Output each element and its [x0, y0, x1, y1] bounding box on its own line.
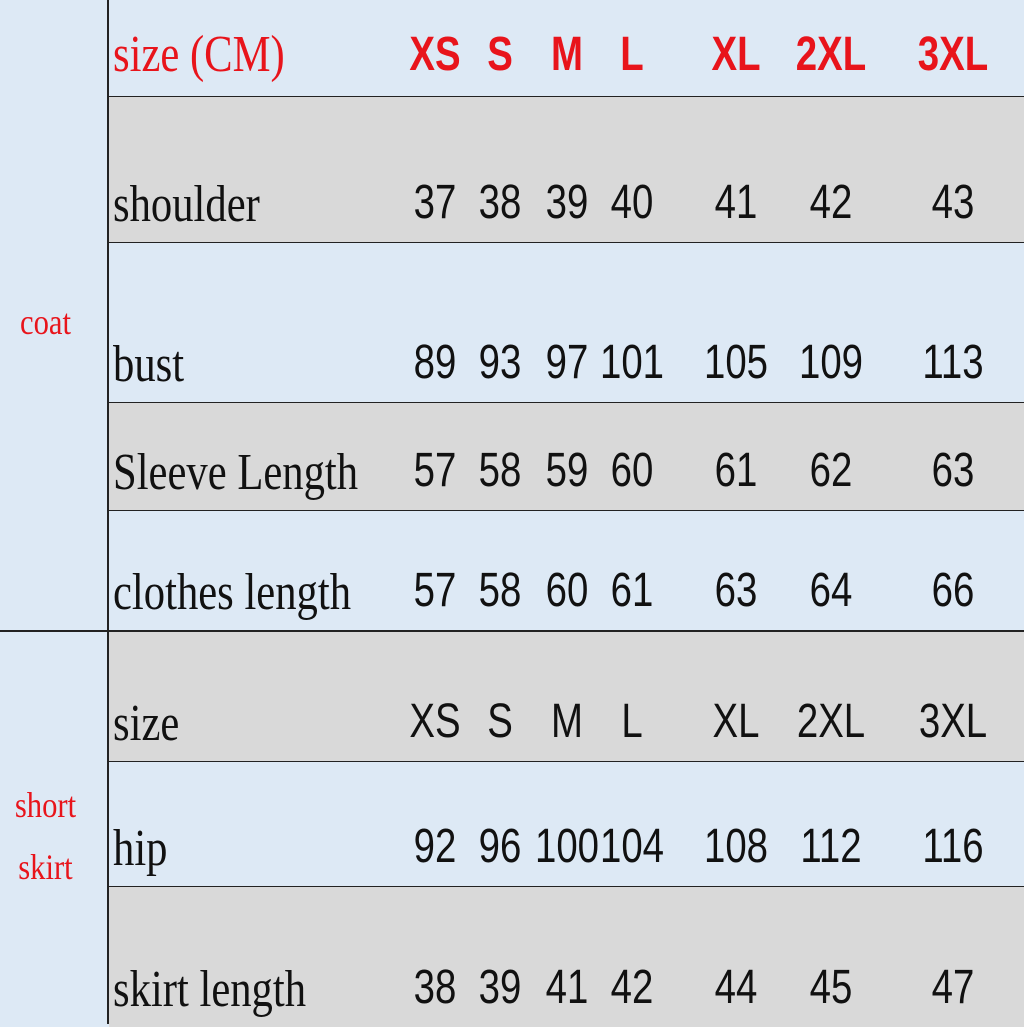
- value-cell: 57: [413, 564, 457, 617]
- group-divider: [0, 630, 1024, 632]
- table-row: bust 89 93 97 101 105 109 113: [109, 243, 1024, 404]
- value-cell: 38: [413, 961, 457, 1014]
- size-header-cell: 2XL: [796, 695, 866, 748]
- value-cell: 38: [478, 176, 522, 229]
- value-cell: 66: [931, 564, 975, 617]
- value-cell: 105: [703, 336, 769, 389]
- value-cell: 42: [809, 176, 853, 229]
- group-label-skirt: skirt: [18, 847, 73, 887]
- value-cell: 41: [545, 961, 589, 1014]
- value-cell: 44: [714, 961, 758, 1014]
- row-label: size: [113, 695, 180, 752]
- table-row: skirt length 38 39 41 42 44 45 47: [109, 887, 1024, 1027]
- value-cell: 39: [478, 961, 522, 1014]
- value-cell: 109: [798, 336, 864, 389]
- value-cell: 42: [610, 961, 654, 1014]
- value-cell: 47: [931, 961, 975, 1014]
- group-label-coat: coat: [19, 302, 71, 342]
- row-label: size (CM): [113, 26, 285, 83]
- group-column: coat short skirt: [0, 0, 109, 1024]
- value-cell: 93: [478, 336, 522, 389]
- value-cell: 108: [703, 820, 769, 873]
- size-header-cell: 3XL: [918, 695, 988, 748]
- value-cell: 92: [413, 820, 457, 873]
- value-cell: 43: [931, 176, 975, 229]
- table-row: clothes length 57 58 60 61 63 64 66: [109, 511, 1024, 632]
- size-header-cell: L: [621, 695, 643, 748]
- row-label: Sleeve Length: [113, 444, 359, 501]
- table-row: hip 92 96 100 104 108 112 116: [109, 762, 1024, 888]
- size-header-cell: XL: [711, 28, 761, 81]
- value-cell: 57: [413, 444, 457, 497]
- size-header-cell: XS: [409, 28, 461, 81]
- value-cell: 63: [931, 444, 975, 497]
- size-header-cell: 3XL: [917, 28, 989, 81]
- value-cell: 116: [922, 820, 984, 873]
- value-cell: 63: [714, 564, 758, 617]
- size-header-cell: 2XL: [795, 28, 867, 81]
- value-cell: 101: [599, 336, 665, 389]
- size-header-cell: S: [487, 695, 513, 748]
- coat-header-row: size (CM) XS S M L XL 2XL 3XL: [109, 0, 1024, 98]
- table-row: shoulder 37 38 39 40 41 42 43: [109, 97, 1024, 244]
- row-label: skirt length: [113, 961, 307, 1018]
- size-header-cell: L: [620, 28, 644, 81]
- size-header-cell: M: [551, 28, 583, 81]
- value-cell: 64: [809, 564, 853, 617]
- value-cell: 45: [809, 961, 853, 1014]
- row-label: bust: [113, 336, 185, 393]
- value-cell: 104: [599, 820, 665, 873]
- value-cell: 61: [610, 564, 654, 617]
- row-label: shoulder: [113, 176, 260, 233]
- value-cell: 62: [809, 444, 853, 497]
- group-label-short: short: [14, 785, 77, 825]
- row-label: hip: [113, 820, 168, 877]
- value-cell: 58: [478, 444, 522, 497]
- value-cell: 96: [478, 820, 522, 873]
- value-cell: 89: [413, 336, 457, 389]
- table-row: Sleeve Length 57 58 59 60 61 62 63: [109, 403, 1024, 512]
- value-cell: 37: [413, 176, 457, 229]
- value-cell: 39: [545, 176, 589, 229]
- value-cell: 60: [545, 564, 589, 617]
- value-cell: 58: [478, 564, 522, 617]
- row-label: clothes length: [113, 564, 352, 621]
- value-cell: 100: [534, 820, 600, 873]
- value-cell: 40: [610, 176, 654, 229]
- value-cell: 41: [714, 176, 758, 229]
- value-cell: 61: [714, 444, 758, 497]
- value-cell: 113: [922, 336, 984, 389]
- size-header-cell: S: [487, 28, 513, 81]
- value-cell: 59: [545, 444, 589, 497]
- size-header-cell: XL: [712, 695, 760, 748]
- size-header-cell: XS: [409, 695, 461, 748]
- size-header-cell: M: [551, 695, 583, 748]
- value-cell: 60: [610, 444, 654, 497]
- value-cell: 97: [545, 336, 589, 389]
- skirt-header-row: size XS S M L XL 2XL 3XL: [109, 632, 1024, 763]
- value-cell: 112: [800, 820, 862, 873]
